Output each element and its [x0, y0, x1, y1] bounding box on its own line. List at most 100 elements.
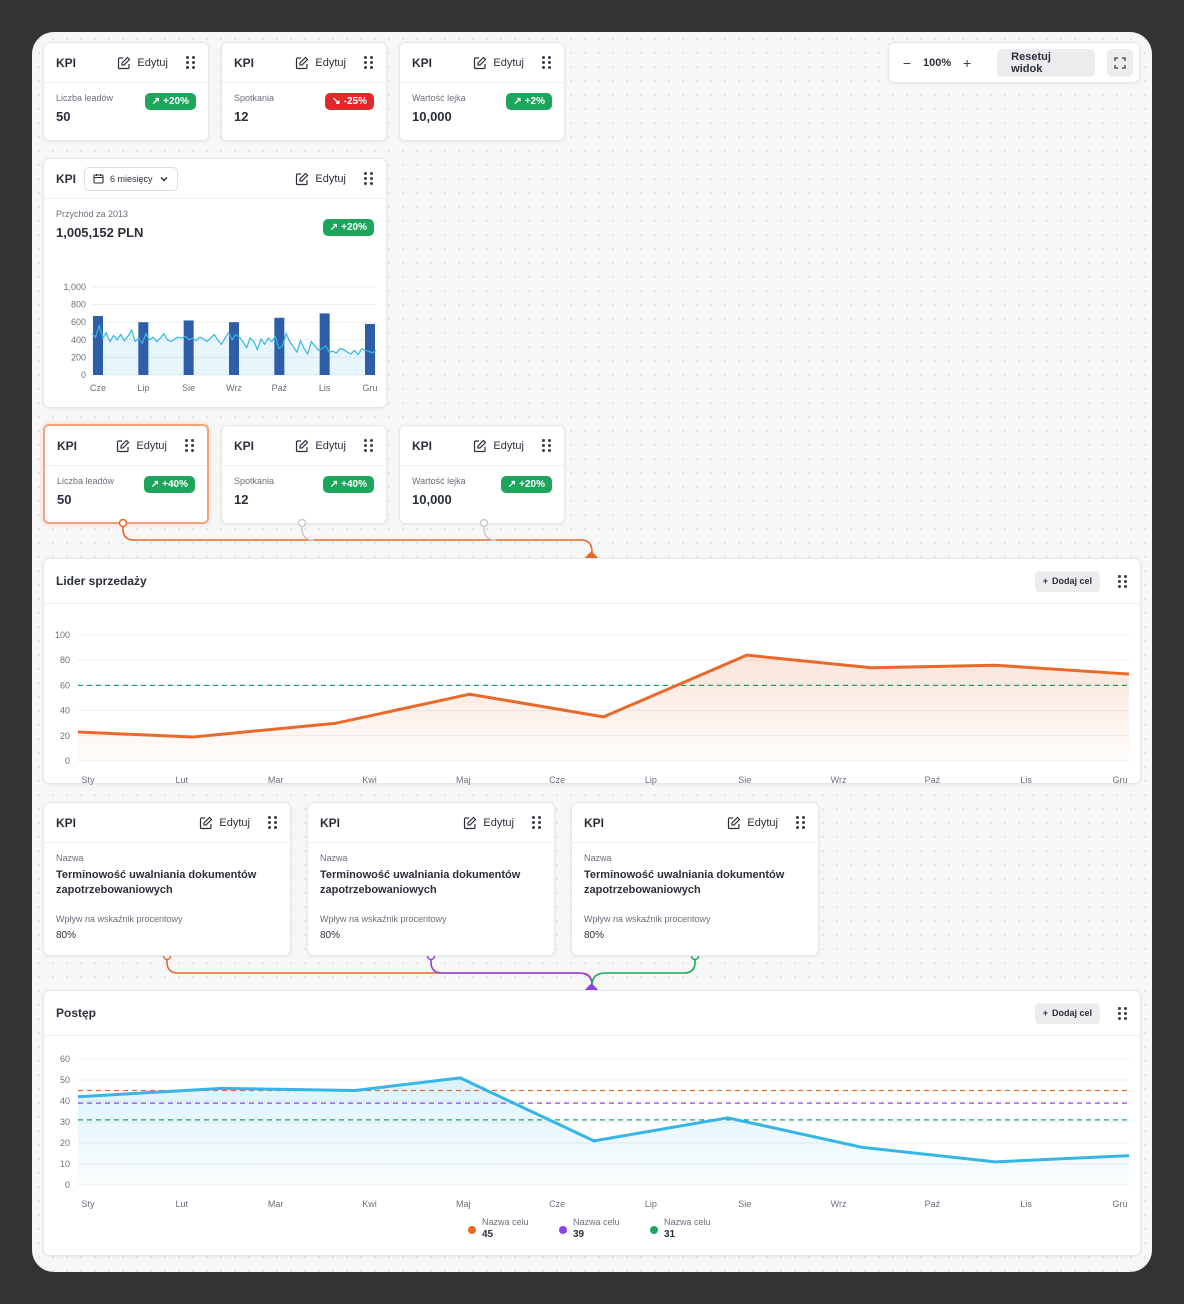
impact-value: 80% [56, 930, 77, 941]
edit-icon [474, 56, 487, 69]
add-goal-button[interactable]: + Dodaj cel [1034, 570, 1100, 592]
badge-value: +20% [341, 222, 367, 233]
drag-handle-icon[interactable] [796, 816, 806, 830]
name-label: Nazwa [56, 853, 84, 863]
legend-name: Nazwa celu [482, 1217, 529, 1227]
edit-button[interactable]: Edytuj [295, 172, 346, 186]
sales-leader-card: Lider sprzedaży + Dodaj cel 100 80 60 40 20 0 S… [43, 558, 1141, 785]
x-tick-label: Lis [1020, 1199, 1032, 1209]
x-tick-label: Sty [81, 1199, 95, 1209]
edit-label: Edytuj [747, 816, 778, 829]
name-label: Nazwa [584, 853, 612, 863]
x-tick-label: Lip [645, 1199, 657, 1209]
edit-button[interactable]: Edytuj [473, 439, 524, 453]
edit-button[interactable]: Edytuj [295, 439, 346, 453]
x-tick-label: Lip [137, 383, 149, 393]
kpi-card-pipeline[interactable]: KPI Edytuj Wartość lejka 10,000 ↗ +2% [399, 42, 565, 141]
y-tick-label: 0 [65, 756, 70, 766]
drag-handle-icon[interactable] [1118, 574, 1128, 588]
fullscreen-button[interactable] [1106, 48, 1133, 77]
trend-badge: ↗ +40% [322, 476, 374, 493]
impact-value: 80% [584, 930, 605, 941]
legend-dot [650, 1226, 658, 1234]
x-tick-label: Paź [925, 775, 941, 785]
y-tick-label: 200 [71, 352, 86, 362]
goal-name: Terminowość uwalniania dokumentów zapotr… [320, 869, 521, 896]
metric-label: Przychód za 2013 [56, 209, 129, 219]
drag-handle-icon[interactable] [1118, 1006, 1128, 1020]
period-select[interactable]: 6 miesięcy [84, 166, 178, 191]
y-tick-label: 20 [60, 731, 70, 741]
kpi-card-pipeline-2[interactable]: KPI Edytuj Wartość lejka 10,000 ↗ +20% [399, 425, 565, 524]
kpi-card-meetings-2[interactable]: KPI Edytuj Spotkania 12 ↗ +40% [221, 425, 387, 524]
kpi-label: KPI [56, 815, 77, 830]
y-tick-label: 800 [71, 300, 86, 310]
edit-label: Edytuj [136, 439, 167, 452]
reset-view-button[interactable]: Resetuj widok [997, 48, 1095, 77]
edit-icon [474, 439, 487, 452]
badge-value: +20% [519, 479, 545, 490]
edit-label: Edytuj [315, 56, 346, 69]
trend-badge: ↗ +20% [500, 476, 552, 493]
zoom-in-button[interactable]: + [963, 54, 972, 71]
sales-leader-chart: 100 80 60 40 20 0 Sty Lut Mar Kwi Maj Cze Lip Sie Wrz P… [55, 630, 1130, 785]
y-tick-label: 80 [60, 655, 70, 665]
revenue-card[interactable]: KPI 6 miesięcy Edytuj Przychód za 2013 1… [43, 158, 387, 408]
connector-node [297, 518, 307, 528]
section-title: Postęp [56, 1006, 97, 1020]
edit-icon [118, 56, 131, 69]
goal-card-1[interactable]: KPI Edytuj Nazwa Terminowość uwalniania … [43, 802, 291, 956]
drag-handle-icon[interactable] [268, 816, 278, 830]
goal-name: Terminowość uwalniania dokumentów zapotr… [584, 869, 785, 896]
goal-card-2[interactable]: KPI Edytuj Nazwa Terminowość uwalniania … [307, 802, 555, 956]
trend-up-icon: ↗ [513, 96, 522, 107]
drag-handle-icon[interactable] [364, 56, 374, 70]
drag-handle-icon[interactable] [542, 56, 552, 70]
kpi-card-leads[interactable]: KPI Edytuj Liczba leadów 50 ↗ +20% [43, 42, 209, 141]
edit-label: Edytuj [483, 816, 514, 829]
edit-button[interactable]: Edytuj [463, 816, 514, 830]
edit-label: Edytuj [493, 56, 524, 69]
y-tick-label: 0 [65, 1180, 70, 1190]
drag-handle-icon[interactable] [185, 439, 195, 453]
drag-handle-icon[interactable] [364, 172, 374, 186]
kpi-label: KPI [412, 55, 433, 70]
connector-meetings [301, 523, 315, 541]
legend-dot [468, 1226, 476, 1234]
drag-handle-icon[interactable] [364, 439, 374, 453]
x-tick-label: Paź [925, 1199, 941, 1209]
x-tick-label: Kwi [362, 775, 377, 785]
drag-handle-icon[interactable] [542, 439, 552, 453]
x-tick-label: Lut [176, 775, 189, 785]
add-goal-button[interactable]: + Dodaj cel [1034, 1002, 1100, 1024]
edit-button[interactable]: Edytuj [727, 816, 778, 830]
connector-node [118, 518, 128, 528]
kpi-card-meetings[interactable]: KPI Edytuj Spotkania 12 ↘ -25% [221, 42, 387, 141]
goal-card-3[interactable]: KPI Edytuj Nazwa Terminowość uwalniania … [571, 802, 819, 956]
badge-value: +40% [162, 479, 188, 490]
badge-value: +40% [341, 479, 367, 490]
metric-value: 50 [56, 109, 71, 124]
edit-label: Edytuj [315, 439, 346, 452]
drag-handle-icon[interactable] [186, 56, 196, 70]
edit-button[interactable]: Edytuj [199, 816, 250, 830]
kpi-label: KPI [57, 438, 78, 453]
bar [365, 323, 375, 375]
edit-button[interactable]: Edytuj [116, 439, 167, 453]
metric-value: 10,000 [412, 109, 452, 124]
edit-button[interactable]: Edytuj [473, 56, 524, 70]
badge-value: -25% [343, 96, 367, 107]
trend-badge: ↗ +2% [506, 93, 552, 110]
progress-chart: 60 50 40 30 20 10 0 Sty Lut Mar Kwi Maj Cze Lip Sie Wrz… [60, 1054, 1130, 1209]
zoom-out-button[interactable]: − [902, 54, 912, 71]
x-tick-label: Sie [738, 775, 751, 785]
drag-handle-icon[interactable] [532, 816, 542, 830]
x-tick-label: Lut [176, 1199, 189, 1209]
x-tick-label: Maj [456, 775, 471, 785]
impact-value: 80% [320, 930, 341, 941]
legend-dot [559, 1226, 567, 1234]
edit-button[interactable]: Edytuj [295, 56, 346, 70]
series-area [78, 1077, 1129, 1185]
legend-name: Nazwa celu [664, 1217, 711, 1227]
edit-button[interactable]: Edytuj [117, 56, 168, 70]
